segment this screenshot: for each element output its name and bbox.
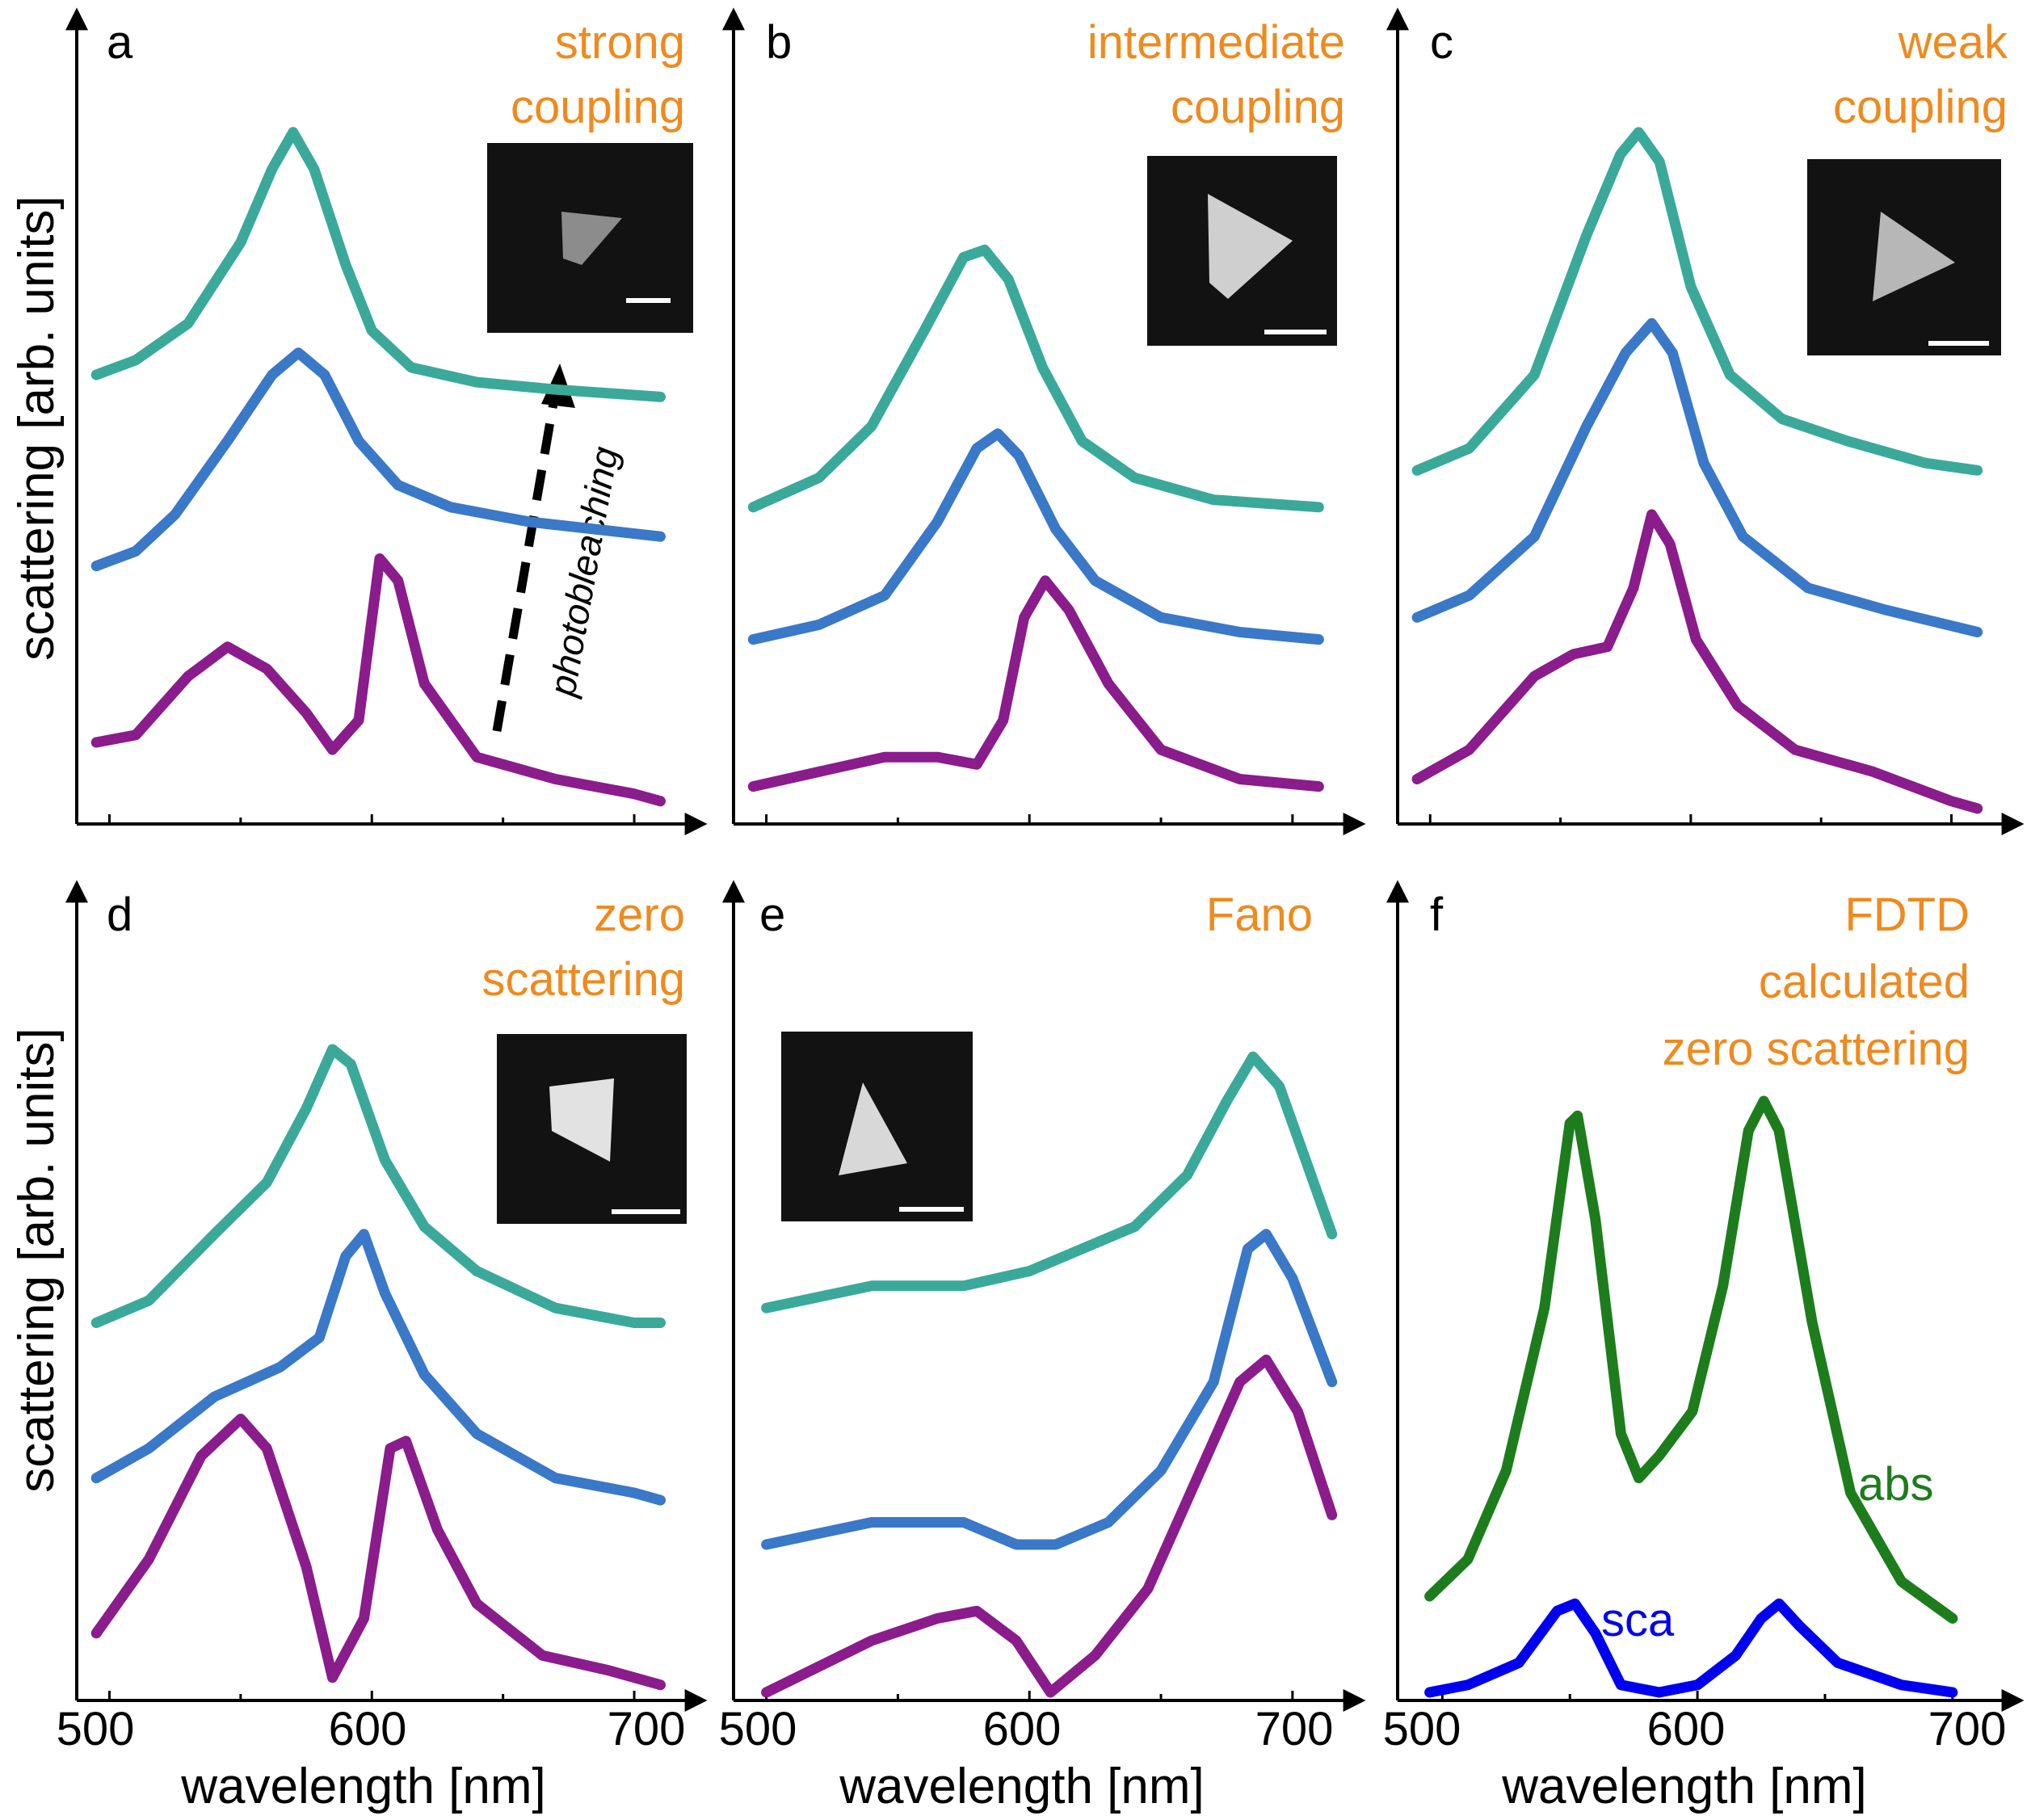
panel-title-d-line1: zero xyxy=(594,889,685,941)
x-tick-label: 600 xyxy=(983,1703,1062,1755)
series-top-e xyxy=(761,1051,1338,1314)
photobleaching-arrow xyxy=(492,379,562,732)
x-tick-labels-f: 500 600 700 xyxy=(1383,1703,2007,1755)
series-middle-e xyxy=(761,1229,1338,1550)
inset-a xyxy=(487,143,693,333)
panel-title-f-line3: zero scattering xyxy=(1663,1023,1970,1075)
panel-label-a: a xyxy=(107,16,133,69)
inset-e xyxy=(781,1032,973,1221)
series-abs-f xyxy=(1424,1095,1958,1624)
series-middle-a xyxy=(90,347,666,572)
x-tick-label: 600 xyxy=(1647,1703,1726,1755)
series-bottom-b xyxy=(747,575,1324,792)
series-top-d xyxy=(90,1044,666,1328)
x-axis-label-d: wavelength [nm] xyxy=(180,1759,545,1814)
photobleaching-label: photobleaching xyxy=(540,443,626,701)
panel-title-a-line2: coupling xyxy=(511,81,685,133)
panel-title-b-line1: intermediate xyxy=(1087,16,1345,69)
panel-title-f-line2: calculated xyxy=(1759,956,1970,1008)
panel-label-b: b xyxy=(766,16,792,69)
x-tick-labels-d: 500 600 700 xyxy=(57,1703,686,1755)
x-tick-label: 500 xyxy=(719,1703,797,1755)
y-axis-label-bottom: scattering [arb. units] xyxy=(9,1028,65,1493)
x-tick-label: 700 xyxy=(1255,1703,1334,1755)
series-top-c xyxy=(1411,127,1983,476)
particle-triangle-b xyxy=(1208,194,1293,299)
series-bottom-a xyxy=(90,553,666,807)
series-middle-d xyxy=(90,1229,666,1506)
x-tick-labels-e: 500 600 700 xyxy=(719,1703,1334,1755)
panel-title-b-line2: coupling xyxy=(1171,81,1345,133)
inset-d xyxy=(497,1034,687,1224)
x-tick-label: 700 xyxy=(1928,1703,2007,1755)
panel-label-c: c xyxy=(1430,16,1453,69)
series-middle-b xyxy=(747,428,1324,645)
y-axis-label-top: scattering [arb. units] xyxy=(9,195,65,661)
particle-triangle-e xyxy=(839,1082,907,1175)
series-label-abs: abs xyxy=(1858,1458,1934,1511)
panel-title-c-line1: weak xyxy=(1898,16,2008,69)
particle-triangle-c xyxy=(1873,212,1955,301)
panel-title-a-line1: strong xyxy=(555,16,685,69)
series-sca-f xyxy=(1424,1598,1958,1698)
x-axis-label-e: wavelength [nm] xyxy=(839,1759,1204,1814)
panel-title-d-line2: scattering xyxy=(482,953,685,1006)
x-tick-label: 600 xyxy=(329,1703,407,1755)
panel-label-e: e xyxy=(759,889,785,941)
series-bottom-e xyxy=(761,1354,1338,1698)
panel-title-f-line1: FDTD xyxy=(1844,889,1970,941)
x-axis-label-f: wavelength [nm] xyxy=(1501,1759,1866,1814)
series-top-b xyxy=(747,244,1324,513)
panel-title-c-line2: coupling xyxy=(1833,81,2008,133)
series-bottom-d xyxy=(90,1414,666,1691)
series-top-a xyxy=(90,127,666,402)
x-tick-label: 500 xyxy=(57,1703,135,1755)
plots xyxy=(65,7,2025,1712)
panel-title-e: Fano xyxy=(1206,889,1313,941)
inset-b xyxy=(1147,156,1337,346)
series-bottom-c xyxy=(1411,509,1983,814)
series-label-sca: sca xyxy=(1601,1594,1675,1646)
panel-label-f: f xyxy=(1430,889,1444,941)
x-tick-label: 500 xyxy=(1383,1703,1461,1755)
inset-c xyxy=(1807,159,2001,355)
particle-triangle-a xyxy=(561,212,622,265)
series-middle-c xyxy=(1411,317,1983,637)
panel-label-d: d xyxy=(107,889,132,941)
particle-triangle-d xyxy=(549,1078,614,1162)
x-tick-label: 700 xyxy=(608,1703,686,1755)
